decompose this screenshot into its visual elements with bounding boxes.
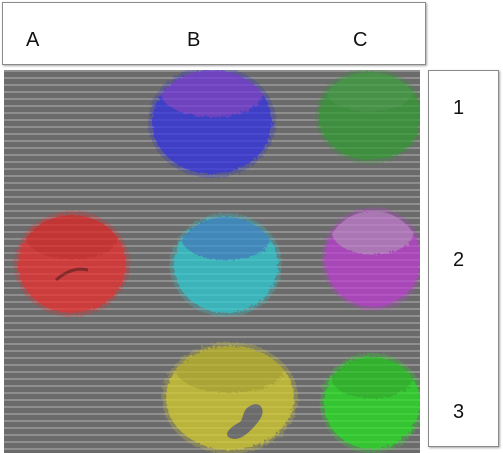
column-label-c: C [353, 29, 368, 51]
column-label-b: B [187, 29, 201, 51]
spot-image-panel [4, 70, 420, 453]
scanline-overlay [4, 70, 420, 453]
column-header-box [2, 2, 426, 65]
spot-grid-image [4, 70, 420, 453]
row-label-1: 1 [453, 97, 465, 119]
row-label-3: 3 [453, 401, 465, 423]
column-label-a: A [26, 29, 40, 51]
row-label-2: 2 [453, 249, 465, 271]
row-header-box [428, 70, 499, 447]
